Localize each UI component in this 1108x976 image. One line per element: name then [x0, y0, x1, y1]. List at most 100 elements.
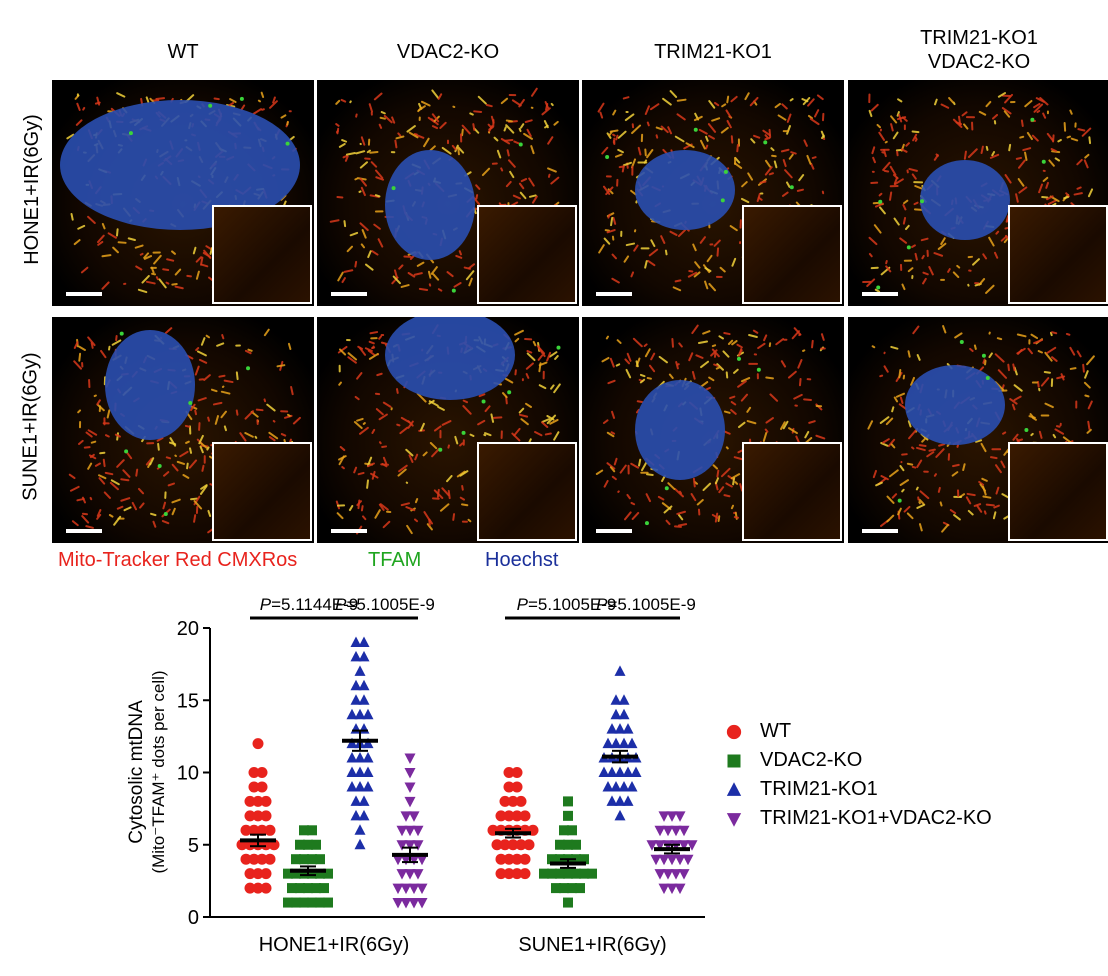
stain-legend-hoechst: Hoechst: [485, 549, 558, 572]
data-point: [571, 840, 581, 850]
data-point: [315, 854, 325, 864]
data-point: [524, 839, 535, 850]
data-point: [359, 694, 370, 705]
data-point: [261, 796, 272, 807]
legend-label: WT: [760, 720, 791, 742]
zoom-inset: [477, 205, 577, 304]
p-value-bracket: P=5.1005E-9: [335, 595, 435, 618]
legend-marker: [728, 754, 741, 767]
data-point: [265, 825, 276, 836]
y-tick-label: 10: [177, 763, 199, 785]
p-value-bracket: P=5.1005E-9: [596, 595, 696, 618]
legend-marker: [727, 725, 741, 739]
data-point: [359, 680, 370, 691]
data-point: [265, 854, 276, 865]
legend-item: VDAC2-KO: [724, 749, 862, 772]
y-axis-label-line1: Cytosolic mtDNA: [126, 700, 147, 844]
micrograph-panel: [582, 80, 844, 306]
y-tick-label: 5: [188, 835, 199, 857]
data-point: [311, 840, 321, 850]
x-category-label: HONE1+IR(6Gy): [259, 934, 410, 956]
y-tick-label: 20: [177, 618, 199, 640]
data-point: [623, 723, 634, 734]
data-point: [615, 810, 626, 821]
data-point: [520, 868, 531, 879]
data-point: [417, 898, 428, 909]
data-point: [261, 810, 272, 821]
data-point: [683, 855, 694, 866]
data-point: [679, 869, 690, 880]
data-point: [405, 782, 416, 793]
data-point: [405, 754, 416, 765]
data-point: [575, 883, 585, 893]
zoom-inset: [1008, 442, 1108, 541]
row-label-hone1: HONE1+IR(6Gy): [21, 114, 44, 265]
stain-legend-tfam: TFAM: [368, 549, 421, 572]
data-group: [647, 811, 698, 894]
data-point: [631, 767, 642, 778]
column-label-trim21-ko1-vdac2-ko: TRIM21-KO1 VDAC2-KO: [848, 26, 1108, 74]
micrograph-panel: [52, 80, 314, 306]
data-point: [359, 651, 370, 662]
data-point: [257, 767, 268, 778]
data-point: [563, 811, 573, 821]
micrograph-panel: [317, 317, 579, 543]
data-group: [599, 665, 642, 820]
data-group: [539, 796, 597, 907]
data-point: [623, 795, 634, 806]
legend-item: TRIM21-KO1+VDAC2-KO: [724, 807, 992, 830]
data-point: [520, 854, 531, 865]
legend-marker: [727, 813, 741, 827]
data-point: [405, 797, 416, 808]
data-point: [319, 883, 329, 893]
data-point: [619, 694, 630, 705]
legend-marker: [727, 782, 741, 796]
data-point: [675, 884, 686, 895]
data-point: [413, 840, 424, 851]
data-point: [563, 796, 573, 806]
data-group: [342, 636, 378, 849]
data-point: [512, 767, 523, 778]
micrograph-panel: [52, 317, 314, 543]
data-point: [413, 869, 424, 880]
micrograph-panel: [848, 317, 1108, 543]
data-point: [355, 824, 366, 835]
data-point: [359, 810, 370, 821]
micrograph-panel: [582, 317, 844, 543]
data-point: [355, 839, 366, 850]
data-point: [363, 709, 374, 720]
data-point: [261, 883, 272, 894]
data-point: [413, 826, 424, 837]
x-category-label: SUNE1+IR(6Gy): [518, 934, 666, 956]
zoom-inset: [477, 442, 577, 541]
data-point: [355, 665, 366, 676]
data-point: [363, 781, 374, 792]
data-point: [359, 636, 370, 647]
data-point: [619, 709, 630, 720]
data-point: [567, 825, 577, 835]
zoom-inset: [212, 442, 312, 541]
data-point: [520, 810, 531, 821]
data-point: [675, 811, 686, 822]
p-value-label: P=5.1005E-9: [596, 595, 696, 614]
data-group: [392, 754, 428, 909]
y-tick-label: 0: [188, 907, 199, 929]
data-point: [359, 795, 370, 806]
data-point: [627, 781, 638, 792]
legend-item: TRIM21-KO1: [724, 778, 878, 801]
data-group: [488, 767, 539, 879]
row-label-sune1: SUNE1+IR(6Gy): [20, 352, 43, 500]
micrograph-panel: [848, 80, 1108, 306]
data-group: [237, 738, 280, 894]
data-point: [587, 869, 597, 879]
data-group: [283, 825, 333, 907]
data-point: [615, 665, 626, 676]
p-value-label: P=5.1005E-9: [335, 595, 435, 614]
data-point: [512, 781, 523, 792]
data-point: [307, 825, 317, 835]
data-point: [409, 811, 420, 822]
chart-svg: 05101520HONE1+IR(6Gy)SUNE1+IR(6Gy)Cytoso…: [0, 580, 1108, 971]
zoom-inset: [742, 205, 842, 304]
data-point: [257, 781, 268, 792]
